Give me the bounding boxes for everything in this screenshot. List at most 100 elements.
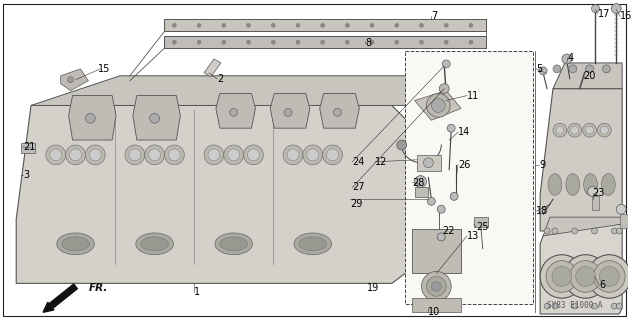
Text: 28: 28: [413, 178, 425, 188]
Circle shape: [224, 145, 243, 165]
Text: 4: 4: [568, 53, 574, 63]
Circle shape: [572, 228, 578, 234]
Circle shape: [243, 145, 263, 165]
Text: 13: 13: [467, 231, 479, 241]
Ellipse shape: [299, 237, 327, 251]
Text: 3: 3: [23, 170, 29, 180]
Circle shape: [592, 228, 597, 234]
Circle shape: [437, 233, 445, 241]
Polygon shape: [164, 36, 486, 48]
Circle shape: [427, 197, 436, 205]
Circle shape: [415, 176, 427, 188]
Circle shape: [556, 126, 564, 134]
Circle shape: [346, 40, 349, 44]
Circle shape: [469, 23, 473, 27]
Circle shape: [46, 145, 66, 165]
Circle shape: [611, 4, 621, 13]
Circle shape: [553, 123, 567, 137]
Circle shape: [50, 149, 61, 161]
Circle shape: [307, 149, 319, 161]
Circle shape: [572, 303, 578, 309]
Circle shape: [593, 260, 625, 292]
Circle shape: [602, 65, 611, 73]
Circle shape: [568, 123, 581, 137]
Circle shape: [600, 126, 609, 134]
Ellipse shape: [57, 233, 94, 255]
Circle shape: [222, 23, 226, 27]
Circle shape: [89, 149, 101, 161]
Circle shape: [444, 40, 448, 44]
Text: 22: 22: [443, 226, 455, 236]
Circle shape: [427, 276, 446, 296]
Circle shape: [424, 158, 434, 168]
Ellipse shape: [61, 237, 89, 251]
Circle shape: [197, 40, 201, 44]
Text: 5: 5: [536, 64, 543, 74]
Circle shape: [427, 93, 450, 117]
Text: 2: 2: [217, 74, 223, 84]
Bar: [474, 217, 488, 227]
Circle shape: [303, 145, 323, 165]
Text: 19: 19: [367, 283, 379, 293]
Bar: [592, 196, 599, 210]
Circle shape: [539, 67, 547, 75]
Text: 16: 16: [620, 12, 633, 21]
Text: 11: 11: [467, 91, 479, 100]
Circle shape: [296, 23, 300, 27]
Ellipse shape: [215, 233, 252, 255]
Circle shape: [616, 204, 626, 214]
Circle shape: [395, 23, 399, 27]
FancyArrow shape: [43, 284, 77, 312]
Circle shape: [597, 123, 611, 137]
Polygon shape: [216, 93, 256, 128]
Polygon shape: [540, 224, 622, 314]
Polygon shape: [68, 96, 116, 140]
Circle shape: [443, 60, 450, 68]
Ellipse shape: [566, 174, 579, 196]
Text: 21: 21: [23, 142, 36, 152]
Circle shape: [588, 255, 631, 298]
Circle shape: [23, 143, 33, 153]
Circle shape: [284, 108, 292, 116]
Polygon shape: [16, 106, 411, 284]
Circle shape: [271, 40, 275, 44]
Circle shape: [125, 145, 145, 165]
Circle shape: [420, 23, 424, 27]
Circle shape: [439, 84, 449, 93]
Circle shape: [333, 108, 342, 116]
Circle shape: [222, 40, 226, 44]
Circle shape: [283, 145, 303, 165]
Text: 9: 9: [539, 160, 545, 170]
Polygon shape: [320, 93, 359, 128]
Polygon shape: [133, 96, 180, 140]
Circle shape: [395, 40, 399, 44]
Circle shape: [469, 40, 473, 44]
Circle shape: [611, 228, 618, 234]
Circle shape: [616, 303, 622, 309]
Circle shape: [616, 228, 622, 234]
Circle shape: [296, 40, 300, 44]
Ellipse shape: [136, 233, 173, 255]
Text: 10: 10: [429, 307, 441, 317]
Circle shape: [569, 65, 577, 73]
Circle shape: [150, 113, 160, 123]
Circle shape: [208, 149, 220, 161]
Ellipse shape: [602, 174, 615, 196]
Circle shape: [437, 205, 445, 213]
Polygon shape: [553, 63, 622, 89]
Circle shape: [247, 40, 250, 44]
Circle shape: [129, 149, 141, 161]
Circle shape: [552, 228, 558, 234]
Bar: [415, 188, 429, 197]
Circle shape: [247, 149, 259, 161]
Circle shape: [599, 267, 619, 286]
Circle shape: [230, 108, 238, 116]
Circle shape: [204, 145, 224, 165]
Text: 6: 6: [599, 280, 605, 290]
Text: 15: 15: [98, 64, 111, 74]
Text: FR.: FR.: [88, 283, 108, 293]
Circle shape: [564, 255, 607, 298]
Circle shape: [420, 40, 424, 44]
Circle shape: [66, 145, 86, 165]
Circle shape: [370, 23, 374, 27]
